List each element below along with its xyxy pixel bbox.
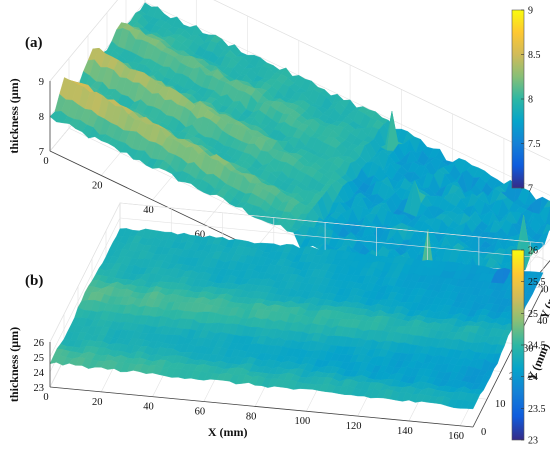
panel-b: 0204060801001201401600102030405023242526… xyxy=(7,202,550,447)
colorbar-tick-label: 9 xyxy=(528,6,533,17)
colorbar-tick-label: 23.5 xyxy=(528,404,546,415)
y-axis-line xyxy=(472,287,544,428)
colorbar-tick-label: 25.5 xyxy=(528,277,546,288)
x-tick-label: 40 xyxy=(143,402,154,413)
z-tick-label: 25 xyxy=(34,353,45,364)
x-tick-label: 20 xyxy=(92,180,103,191)
z-axis-title: thickness (μm) xyxy=(7,327,21,402)
x-tick-label: 60 xyxy=(195,407,206,418)
y-tick-label: 10 xyxy=(495,399,506,410)
x-axis-title: X (mm) xyxy=(208,425,248,439)
z-tick-label: 26 xyxy=(34,338,45,349)
z-gridline xyxy=(49,217,544,358)
colorbar-tick-label: 25 xyxy=(528,309,538,320)
x-tick-label: 0 xyxy=(43,156,48,167)
axes: 0204060801001201401600102030405023242526… xyxy=(7,287,550,442)
x-tick-label: 20 xyxy=(92,397,103,408)
z-tick-label: 7 xyxy=(39,147,44,158)
x-tick-label: 40 xyxy=(143,205,154,216)
colorbar-tick-label: 8.5 xyxy=(528,50,541,61)
colorbar-tick-label: 23 xyxy=(528,436,538,447)
y-tick-label: 0 xyxy=(481,427,486,438)
colorbar-tick-label: 24.5 xyxy=(528,341,546,352)
surface-patch xyxy=(466,401,477,410)
z-axis-title: thickness (μm) xyxy=(7,78,21,153)
y-tick-label: 40 xyxy=(537,316,548,327)
x-tick-label: 160 xyxy=(448,431,464,442)
colorbar: 9 8.5 8 7.5 7 xyxy=(511,6,541,195)
y-tick-label: 30 xyxy=(538,285,549,296)
surface xyxy=(49,228,544,410)
z-gridline xyxy=(49,0,550,161)
x-tick-label: 140 xyxy=(397,426,413,437)
z-tick-label: 23 xyxy=(34,383,45,394)
z-tick-label: 24 xyxy=(34,368,45,379)
colorbar-tick-label: 24 xyxy=(528,372,538,383)
colorbar-tick-label: 7.5 xyxy=(528,139,541,150)
y-tick-label: 30 xyxy=(523,344,534,355)
z-tick-label: 8 xyxy=(39,112,44,123)
x-tick-label: 60 xyxy=(195,229,206,240)
x-tick-label: 80 xyxy=(246,411,257,422)
z-gridline xyxy=(49,202,544,343)
x-tick-label: 0 xyxy=(43,392,48,403)
panel-label: (b) xyxy=(25,273,43,289)
z-tick-label: 9 xyxy=(39,77,44,88)
colorbar-tick-label: 8 xyxy=(528,95,533,106)
colorbar-tick-label: 26 xyxy=(528,246,538,257)
colorbar: 26 25.5 25 24.5 24 23.5 23 xyxy=(511,246,546,447)
panel-label: (a) xyxy=(25,35,43,51)
colorbar-tick-label: 7 xyxy=(528,184,533,195)
x-axis-line xyxy=(49,386,474,428)
x-tick-label: 120 xyxy=(346,421,362,432)
x-tick-label: 100 xyxy=(294,416,310,427)
surface xyxy=(49,2,550,329)
